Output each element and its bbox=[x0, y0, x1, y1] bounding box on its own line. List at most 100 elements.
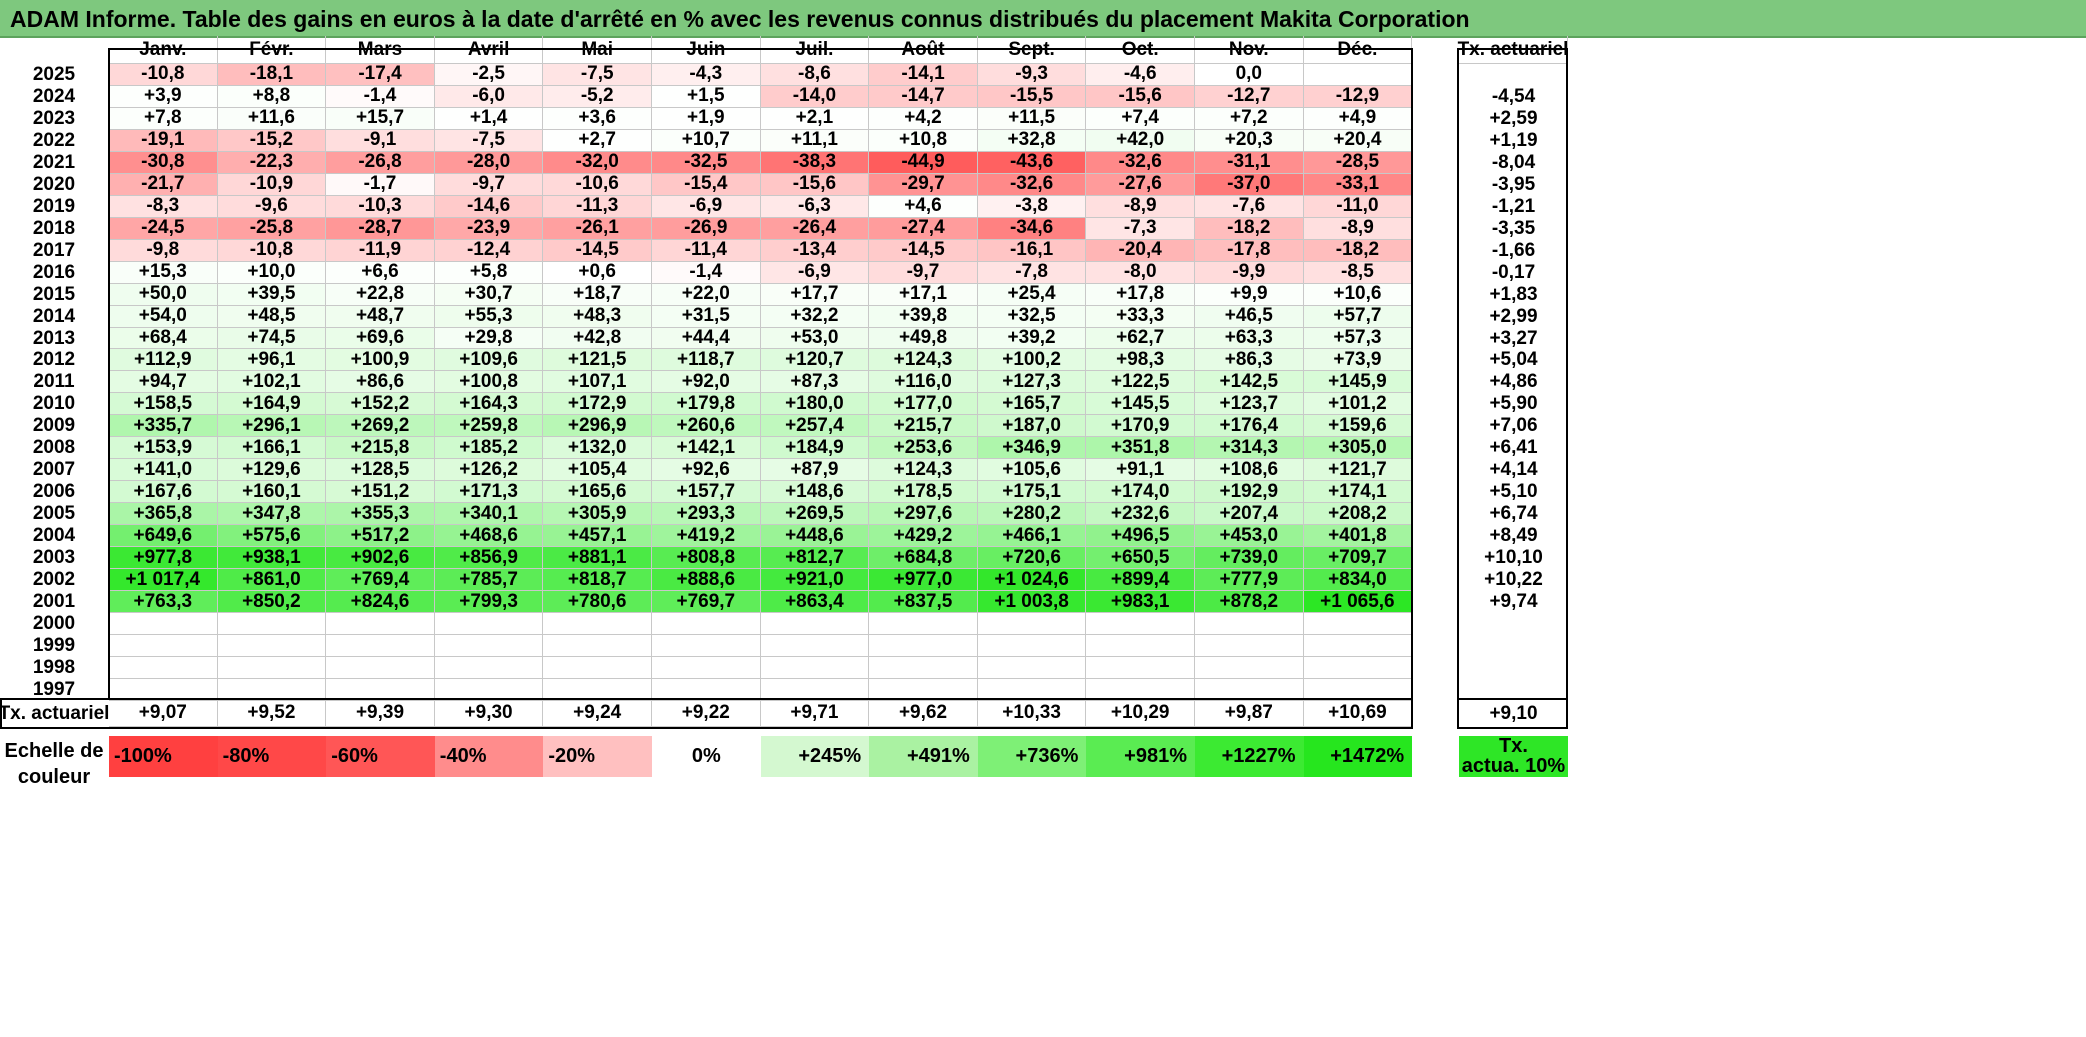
table-cell bbox=[543, 656, 652, 679]
table-cell bbox=[1195, 656, 1304, 679]
year-label: 1998 bbox=[32, 656, 76, 678]
year-label: 2019 bbox=[32, 195, 76, 217]
table-cell: -44,9 bbox=[869, 151, 978, 174]
table-cell: +6,6 bbox=[326, 261, 435, 284]
table-cell bbox=[652, 656, 761, 679]
table-cell: -31,1 bbox=[1195, 151, 1304, 174]
table-cell: +10,0 bbox=[217, 261, 327, 284]
year-label: 2025 bbox=[32, 63, 76, 85]
table-cell bbox=[326, 634, 435, 657]
footer-cell: +9,71 bbox=[760, 700, 870, 727]
table-cell: +3,6 bbox=[543, 107, 652, 130]
table-cell: +31,5 bbox=[652, 305, 761, 328]
table-cell: -15,6 bbox=[760, 173, 870, 196]
table-cell: +142,1 bbox=[652, 437, 761, 460]
table-cell: +32,8 bbox=[977, 129, 1087, 152]
table-cell: +57,7 bbox=[1303, 305, 1413, 328]
table-cell: 0,0 bbox=[1195, 63, 1304, 86]
table-cell: +785,7 bbox=[434, 569, 544, 592]
table-cell: +305,9 bbox=[543, 503, 652, 526]
tx-swatch-line1: Tx. bbox=[1499, 735, 1528, 757]
table-cell: +7,4 bbox=[1086, 107, 1195, 130]
table-cell: -30,8 bbox=[109, 151, 218, 174]
table-cell: +129,6 bbox=[217, 459, 327, 482]
table-cell: +87,9 bbox=[760, 459, 870, 482]
color-scale-swatch: -40% bbox=[434, 736, 544, 777]
table-cell: +153,9 bbox=[109, 437, 218, 460]
table-cell: -32,0 bbox=[543, 151, 652, 174]
table-cell: -23,9 bbox=[434, 217, 544, 240]
year-label: 2007 bbox=[32, 459, 76, 481]
table-cell: +293,3 bbox=[652, 503, 761, 526]
table-cell: +152,2 bbox=[326, 393, 435, 416]
table-cell: +296,9 bbox=[543, 415, 652, 438]
table-cell: +280,2 bbox=[977, 503, 1087, 526]
table-cell bbox=[652, 613, 761, 635]
table-cell: +164,3 bbox=[434, 393, 544, 416]
table-cell: +176,4 bbox=[1195, 415, 1304, 438]
table-cell: -7,5 bbox=[543, 63, 652, 86]
table-cell: -15,4 bbox=[652, 173, 761, 196]
table-cell: +863,4 bbox=[760, 591, 870, 613]
table-cell: +8,8 bbox=[217, 85, 327, 108]
tx-actuariel-cell: +5,04 bbox=[1489, 349, 1538, 371]
table-cell: -9,3 bbox=[977, 63, 1087, 86]
table-cell: +777,9 bbox=[1195, 569, 1304, 592]
table-cell: +7,8 bbox=[109, 107, 218, 130]
table-cell: +165,6 bbox=[543, 481, 652, 504]
year-label: 2006 bbox=[32, 481, 76, 503]
footer-cell: +9,24 bbox=[543, 700, 652, 727]
table-cell: -8,3 bbox=[109, 195, 218, 218]
table-cell: -14,6 bbox=[434, 195, 544, 218]
table-cell: -19,1 bbox=[109, 129, 218, 152]
table-cell: +1,5 bbox=[652, 85, 761, 108]
table-cell: +1 024,6 bbox=[977, 569, 1087, 592]
table-cell: -11,0 bbox=[1303, 195, 1413, 218]
table-cell: -34,6 bbox=[977, 217, 1087, 240]
tx-actuariel-cell bbox=[1459, 657, 1568, 679]
year-label: 2016 bbox=[32, 261, 76, 283]
table-cell: -5,2 bbox=[543, 85, 652, 108]
tx-actuariel-cell: +10,22 bbox=[1484, 569, 1543, 591]
table-cell: -10,8 bbox=[109, 63, 218, 86]
table-cell: -12,4 bbox=[434, 239, 544, 262]
table-cell: +42,0 bbox=[1086, 129, 1195, 152]
tx-actuariel-cell: -3,35 bbox=[1491, 217, 1536, 239]
table-cell: +260,6 bbox=[652, 415, 761, 438]
table-cell: -18,2 bbox=[1303, 239, 1413, 262]
table-cell: -10,8 bbox=[217, 239, 327, 262]
table-cell: +4,9 bbox=[1303, 107, 1413, 130]
table-cell bbox=[109, 656, 218, 679]
table-cell: +22,0 bbox=[652, 283, 761, 306]
table-cell: +818,7 bbox=[543, 569, 652, 592]
table-cell: -28,0 bbox=[434, 151, 544, 174]
table-cell: -8,5 bbox=[1303, 261, 1413, 284]
color-scale-swatch: +1227% bbox=[1195, 736, 1304, 777]
table-cell: +33,3 bbox=[1086, 305, 1195, 328]
table-cell bbox=[977, 613, 1087, 635]
table-cell: +856,9 bbox=[434, 547, 544, 570]
table-cell bbox=[977, 678, 1087, 701]
table-cell: -38,3 bbox=[760, 151, 870, 174]
table-cell: +159,6 bbox=[1303, 415, 1413, 438]
table-cell: -13,4 bbox=[760, 239, 870, 262]
year-label: 2018 bbox=[32, 217, 76, 239]
table-cell: +112,9 bbox=[109, 349, 218, 372]
tx-actuariel-header: Tx. actuariel bbox=[1458, 36, 1568, 64]
table-cell: +2,1 bbox=[760, 107, 870, 130]
table-cell: -14,5 bbox=[543, 239, 652, 262]
footer-label: Tx. actuariel bbox=[0, 702, 110, 724]
table-cell: -11,9 bbox=[326, 239, 435, 262]
table-cell: +160,1 bbox=[217, 481, 327, 504]
table-cell: +25,4 bbox=[977, 283, 1087, 306]
tx-actuariel-cell bbox=[1459, 679, 1568, 701]
table-cell: +48,5 bbox=[217, 305, 327, 328]
table-cell: +297,6 bbox=[869, 503, 978, 526]
table-cell: +650,5 bbox=[1086, 547, 1195, 570]
table-cell: -7,6 bbox=[1195, 195, 1304, 218]
year-label: 2011 bbox=[33, 371, 75, 393]
tx-actuariel-cell bbox=[1459, 64, 1568, 86]
table-cell: +457,1 bbox=[543, 525, 652, 548]
table-cell: +401,8 bbox=[1303, 525, 1413, 548]
table-cell bbox=[1086, 634, 1195, 657]
